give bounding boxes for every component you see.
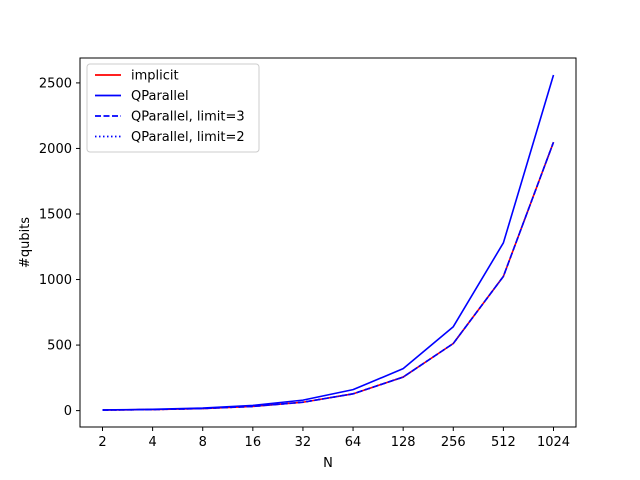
y-tick-label: 500 (47, 339, 72, 354)
x-tick-label: 4 (148, 435, 156, 450)
y-tick-label: 1000 (39, 273, 72, 288)
x-tick-label: 8 (199, 435, 207, 450)
legend-label-1: implicit (131, 69, 179, 84)
x-tick-label: 32 (295, 435, 312, 450)
y-axis-ticks: 0 500 1000 1500 2000 2500 (39, 76, 80, 419)
x-axis-label: N (323, 456, 333, 471)
x-tick-label: 1024 (537, 435, 570, 450)
legend-label-4: QParallel, limit=2 (131, 130, 245, 145)
series-layer (102, 74, 555, 411)
legend-label-2: QParallel (131, 89, 189, 104)
legend-label-3: QParallel, limit=3 (131, 110, 245, 125)
y-tick-label: 0 (64, 404, 72, 419)
y-tick-label: 2000 (39, 142, 72, 157)
x-axis-ticks: 2 4 8 16 32 64 128 256 512 1024 (98, 427, 570, 450)
y-tick-label: 2500 (39, 76, 72, 91)
x-tick-label: 512 (491, 435, 516, 450)
x-tick-label: 64 (345, 435, 362, 450)
series-line-2 (102, 74, 555, 411)
x-tick-label: 16 (245, 435, 262, 450)
x-tick-label: 2 (98, 435, 106, 450)
x-tick-label: 128 (391, 435, 416, 450)
y-axis-label: #qubits (18, 217, 33, 268)
y-tick-label: 1500 (39, 207, 72, 222)
legend-box (86, 63, 260, 153)
axes-frame (79, 57, 577, 428)
legend: implicit QParallel QParallel, limit=3 QPara… (86, 63, 260, 153)
series-line-3 (102, 141, 555, 411)
x-tick-label: 256 (441, 435, 466, 450)
